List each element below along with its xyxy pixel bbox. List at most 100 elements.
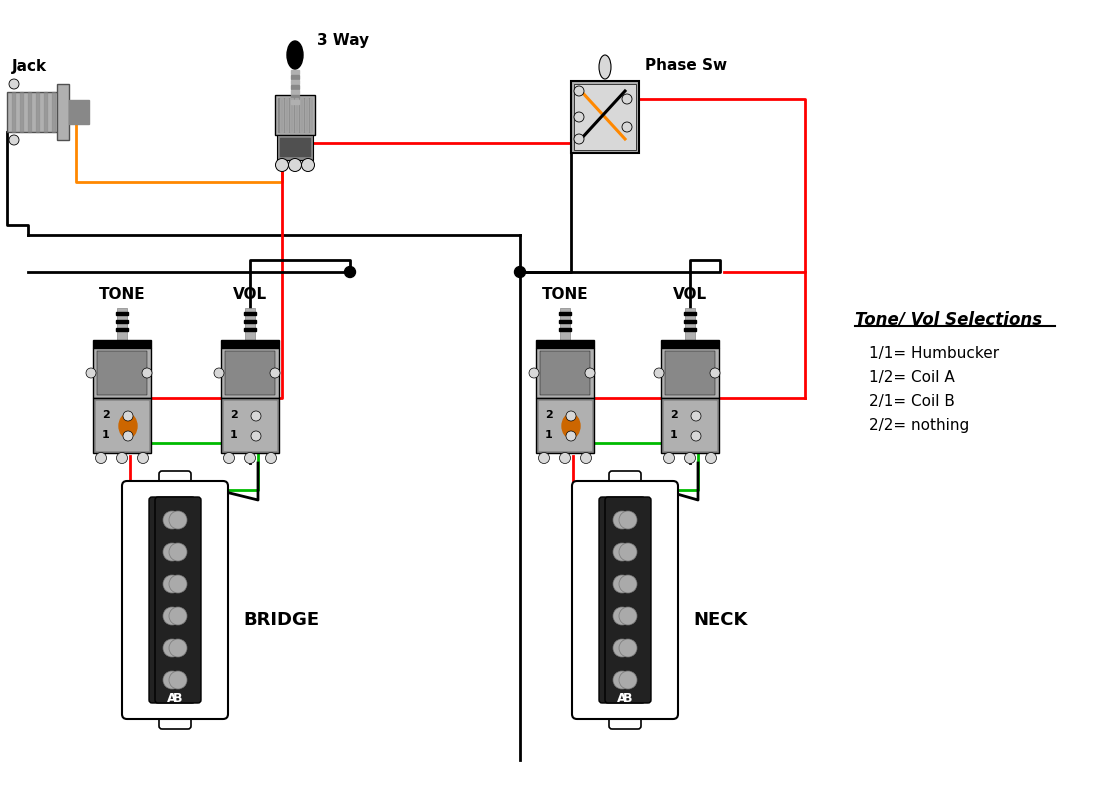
Circle shape	[613, 543, 631, 561]
Text: A: A	[617, 691, 627, 705]
Text: 2: 2	[102, 410, 110, 420]
Bar	[93, 398, 151, 453]
Circle shape	[138, 453, 149, 464]
Circle shape	[566, 411, 576, 421]
Bar	[96, 401, 148, 450]
Bar	[244, 328, 256, 331]
Bar	[291, 90, 299, 94]
Bar	[277, 135, 312, 160]
Text: A: A	[167, 691, 177, 705]
Circle shape	[539, 453, 550, 464]
Bar	[684, 328, 696, 331]
Circle shape	[169, 639, 187, 657]
Circle shape	[691, 411, 701, 421]
Bar	[684, 312, 696, 315]
Bar	[116, 320, 128, 323]
Circle shape	[244, 453, 255, 464]
Circle shape	[691, 431, 701, 441]
Circle shape	[654, 368, 664, 378]
Bar	[540, 351, 590, 395]
FancyBboxPatch shape	[122, 481, 228, 719]
Text: TONE: TONE	[99, 287, 146, 302]
Circle shape	[585, 368, 595, 378]
Bar	[7, 92, 62, 132]
Text: Phase Sw: Phase Sw	[645, 58, 727, 73]
Circle shape	[164, 671, 181, 689]
Text: VOL: VOL	[673, 287, 707, 302]
Bar	[221, 398, 279, 453]
Text: 1: 1	[670, 430, 678, 440]
Circle shape	[164, 607, 181, 625]
Circle shape	[214, 368, 224, 378]
Bar	[116, 328, 128, 331]
Circle shape	[619, 511, 637, 529]
Bar	[244, 320, 256, 323]
Ellipse shape	[119, 414, 137, 438]
Bar	[664, 401, 716, 450]
Bar	[661, 348, 719, 398]
Text: B: B	[623, 691, 633, 705]
Text: 2/2= nothing: 2/2= nothing	[869, 418, 969, 433]
Bar	[280, 98, 283, 132]
Circle shape	[251, 431, 261, 441]
Circle shape	[251, 411, 261, 421]
Bar	[116, 312, 128, 315]
Bar	[559, 328, 571, 331]
Bar	[290, 98, 293, 132]
Circle shape	[289, 159, 301, 171]
Circle shape	[663, 453, 674, 464]
FancyBboxPatch shape	[572, 481, 678, 719]
Bar	[559, 312, 571, 315]
Circle shape	[613, 607, 631, 625]
FancyBboxPatch shape	[609, 707, 641, 729]
Ellipse shape	[562, 414, 580, 438]
Circle shape	[573, 112, 584, 122]
Circle shape	[164, 639, 181, 657]
Text: 3 Way: 3 Way	[317, 32, 370, 47]
Circle shape	[164, 575, 181, 593]
FancyBboxPatch shape	[605, 497, 651, 703]
Text: B: B	[174, 691, 183, 705]
Bar	[661, 398, 719, 453]
Circle shape	[622, 94, 632, 104]
Bar	[536, 348, 594, 398]
Text: 2/1= Coil B: 2/1= Coil B	[869, 394, 955, 409]
Circle shape	[580, 453, 591, 464]
Circle shape	[9, 79, 19, 89]
Circle shape	[573, 86, 584, 96]
Text: VOL: VOL	[233, 287, 267, 302]
Circle shape	[573, 134, 584, 144]
Circle shape	[345, 266, 355, 277]
Bar	[245, 308, 255, 340]
Ellipse shape	[599, 55, 612, 79]
Bar	[284, 98, 288, 132]
Circle shape	[613, 639, 631, 657]
Bar	[225, 351, 276, 395]
Ellipse shape	[287, 41, 304, 69]
Circle shape	[224, 453, 234, 464]
FancyBboxPatch shape	[155, 497, 200, 703]
Bar	[20, 92, 24, 132]
Circle shape	[706, 453, 717, 464]
Text: NECK: NECK	[693, 611, 747, 629]
Circle shape	[169, 511, 187, 529]
Circle shape	[710, 368, 720, 378]
Circle shape	[619, 639, 637, 657]
Bar	[93, 340, 151, 348]
Circle shape	[566, 431, 576, 441]
Bar	[12, 92, 15, 132]
Text: 2: 2	[230, 410, 237, 420]
Circle shape	[123, 411, 133, 421]
Bar	[291, 75, 299, 79]
Circle shape	[613, 511, 631, 529]
Circle shape	[560, 453, 570, 464]
Text: 1/1= Humbucker: 1/1= Humbucker	[869, 346, 999, 361]
Bar	[278, 98, 312, 132]
Circle shape	[164, 511, 181, 529]
Bar	[221, 340, 279, 348]
Bar	[685, 308, 696, 340]
Bar	[536, 340, 594, 348]
Circle shape	[265, 453, 277, 464]
Bar	[684, 320, 696, 323]
Bar	[305, 98, 308, 132]
